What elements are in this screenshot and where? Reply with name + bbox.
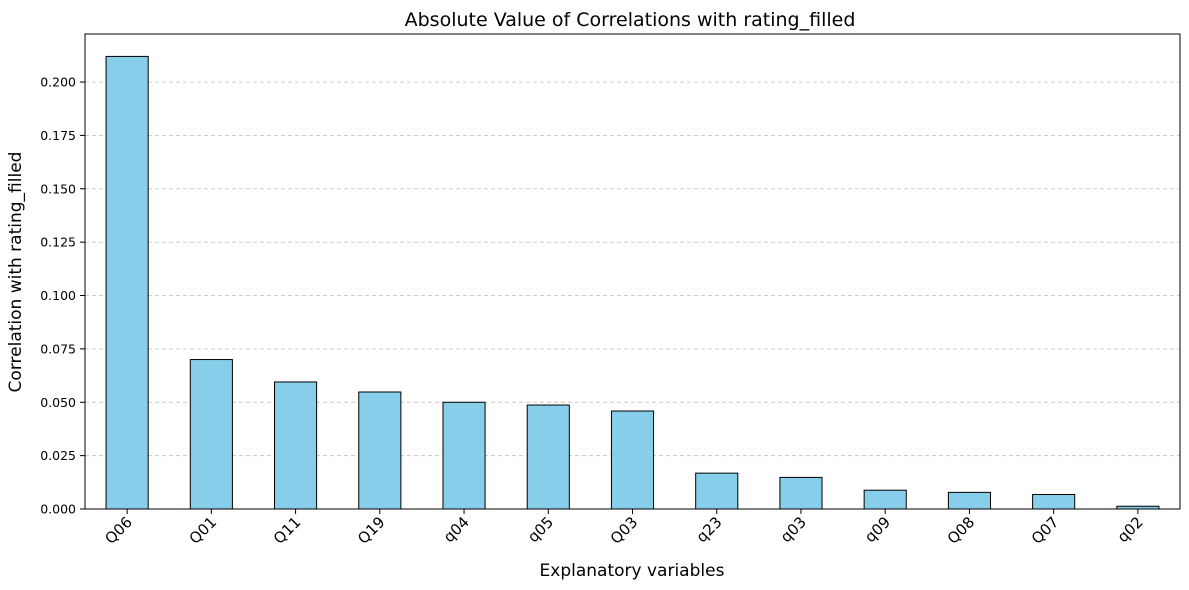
bar-Q03 <box>610 410 655 510</box>
bar-Q06 <box>105 55 149 510</box>
bars-layer <box>105 55 1160 510</box>
bar-Q19 <box>358 391 402 510</box>
bar-q04 <box>442 401 486 510</box>
y-tick-label: 0.150 <box>40 181 76 196</box>
x-tick-label-Q07: Q07 <box>1028 513 1063 548</box>
bar-q23 <box>695 472 739 510</box>
bar-Q07 <box>1032 493 1076 510</box>
bar-q09 <box>863 489 907 510</box>
x-axis: Q06 Q01 Q11 Q19 q04 q05 Q03 q23 q03 q09 Q08 Q07 q02 <box>101 509 1147 548</box>
bar-Q01 <box>189 359 233 510</box>
y-axis-label: Correlation with rating_filled <box>6 152 26 393</box>
x-tick-label-Q03: Q03 <box>607 513 642 548</box>
x-tick-label-q02: q02 <box>1114 513 1147 546</box>
bar-Q11 <box>274 381 318 510</box>
grid-layer <box>85 81 1180 510</box>
chart-title: Absolute Value of Correlations with rati… <box>405 9 856 31</box>
bar-q03 <box>779 476 823 510</box>
x-tick-label-Q11: Q11 <box>270 513 305 548</box>
x-tick-label-q09: q09 <box>861 513 894 546</box>
y-tick-label: 0.025 <box>40 448 76 463</box>
x-tick-label-q04: q04 <box>440 513 473 546</box>
y-axis: 0.000 0.025 0.050 0.075 0.100 0.125 0.150 0.175… <box>40 75 85 517</box>
y-tick-label: 0.200 <box>40 75 76 90</box>
x-tick-label-Q08: Q08 <box>944 513 979 548</box>
x-axis-label: Explanatory variables <box>540 561 725 581</box>
y-tick-label: 0.125 <box>40 235 76 250</box>
bar-q05 <box>526 404 570 510</box>
y-tick-label: 0.000 <box>40 502 76 517</box>
y-tick-label: 0.050 <box>40 395 76 410</box>
x-tick-label-q03: q03 <box>777 513 810 546</box>
x-tick-label-Q01: Q01 <box>186 513 221 548</box>
y-tick-label: 0.175 <box>40 128 76 143</box>
x-tick-label-q05: q05 <box>524 513 557 546</box>
x-tick-label-Q06: Q06 <box>101 513 136 548</box>
bar-Q08 <box>947 491 991 510</box>
y-tick-label: 0.100 <box>40 288 76 303</box>
y-tick-label: 0.075 <box>40 341 76 356</box>
x-tick-label-q23: q23 <box>693 513 726 546</box>
x-tick-label-Q19: Q19 <box>354 513 389 548</box>
